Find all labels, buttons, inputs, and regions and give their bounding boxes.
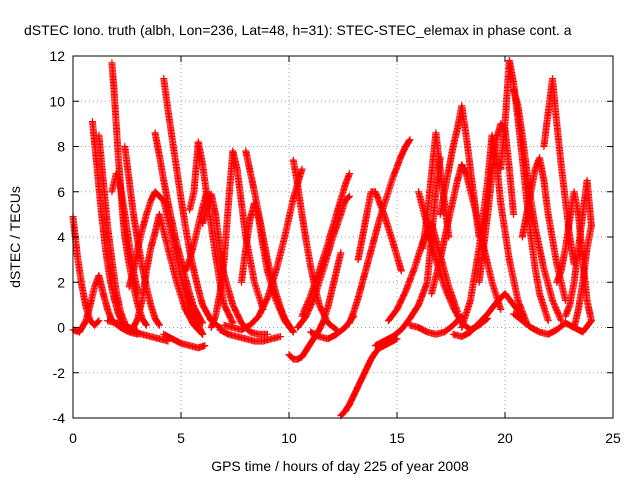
series-44	[510, 310, 595, 338]
series-26-points	[337, 335, 401, 420]
series-24-points	[298, 170, 353, 320]
series-13-points	[186, 138, 237, 327]
series-28	[354, 188, 405, 275]
series-46	[406, 312, 466, 338]
data-markers	[69, 57, 595, 420]
series-18-points	[242, 147, 297, 336]
series-42-points	[562, 176, 595, 320]
y-tick-label: 4	[57, 229, 65, 245]
series-47-points	[104, 317, 172, 345]
x-tick-label: 20	[497, 430, 513, 446]
series-44-points	[510, 310, 595, 338]
series-42	[562, 176, 595, 320]
x-tick-label: 15	[389, 430, 405, 446]
series-34	[419, 129, 453, 252]
series-20	[216, 326, 284, 345]
series-4-points	[95, 131, 129, 327]
y-tick-label: 12	[49, 48, 65, 64]
series-19	[238, 199, 297, 336]
series-24	[298, 170, 353, 320]
x-tick-label: 0	[69, 430, 77, 446]
series-40	[540, 75, 578, 268]
y-tick-label: 0	[57, 320, 65, 336]
series-14	[160, 330, 209, 352]
series-10	[151, 129, 207, 327]
series-45	[449, 290, 526, 341]
series-47	[104, 317, 172, 345]
series-34-points	[419, 129, 453, 252]
series-26	[337, 335, 401, 420]
series-18	[242, 147, 297, 336]
y-axis-label: dSTEC / TECUs	[7, 186, 23, 288]
series-21-points	[285, 249, 345, 363]
chart-title: dSTEC Iono. truth (albh, Lon=236, Lat=48…	[24, 22, 572, 38]
axis-ticks: 0 5 10 15 20 25 -4 -2 0 2 4 6 8 10 12	[49, 48, 621, 446]
y-tick-label: 8	[57, 139, 65, 155]
series-1-points	[69, 213, 103, 329]
series-28-points	[354, 188, 405, 275]
series-9-points	[130, 210, 207, 338]
series-20-points	[216, 326, 284, 345]
series-46-points	[406, 312, 466, 338]
x-axis-label: GPS time / hours of day 225 of year 2008	[211, 458, 469, 474]
series-45-points	[449, 290, 526, 341]
y-tick-label: -2	[53, 365, 66, 381]
series-4	[95, 131, 129, 327]
series-19-points	[238, 199, 297, 336]
series-27	[346, 136, 414, 327]
x-tick-label: 5	[177, 430, 185, 446]
series-9	[130, 210, 207, 338]
series-14-points	[160, 330, 209, 352]
y-tick-label: 2	[57, 274, 65, 290]
y-tick-label: 10	[49, 93, 65, 109]
series-27-points	[346, 136, 414, 327]
y-tick-label: 6	[57, 184, 65, 200]
series-40-points	[540, 75, 578, 268]
y-tick-label: -4	[53, 410, 66, 426]
series-21	[285, 249, 345, 363]
series-1	[69, 213, 103, 329]
series-10-points	[151, 129, 207, 327]
x-tick-label: 10	[281, 430, 297, 446]
x-tick-label: 25	[605, 430, 621, 446]
series-13	[186, 138, 237, 327]
